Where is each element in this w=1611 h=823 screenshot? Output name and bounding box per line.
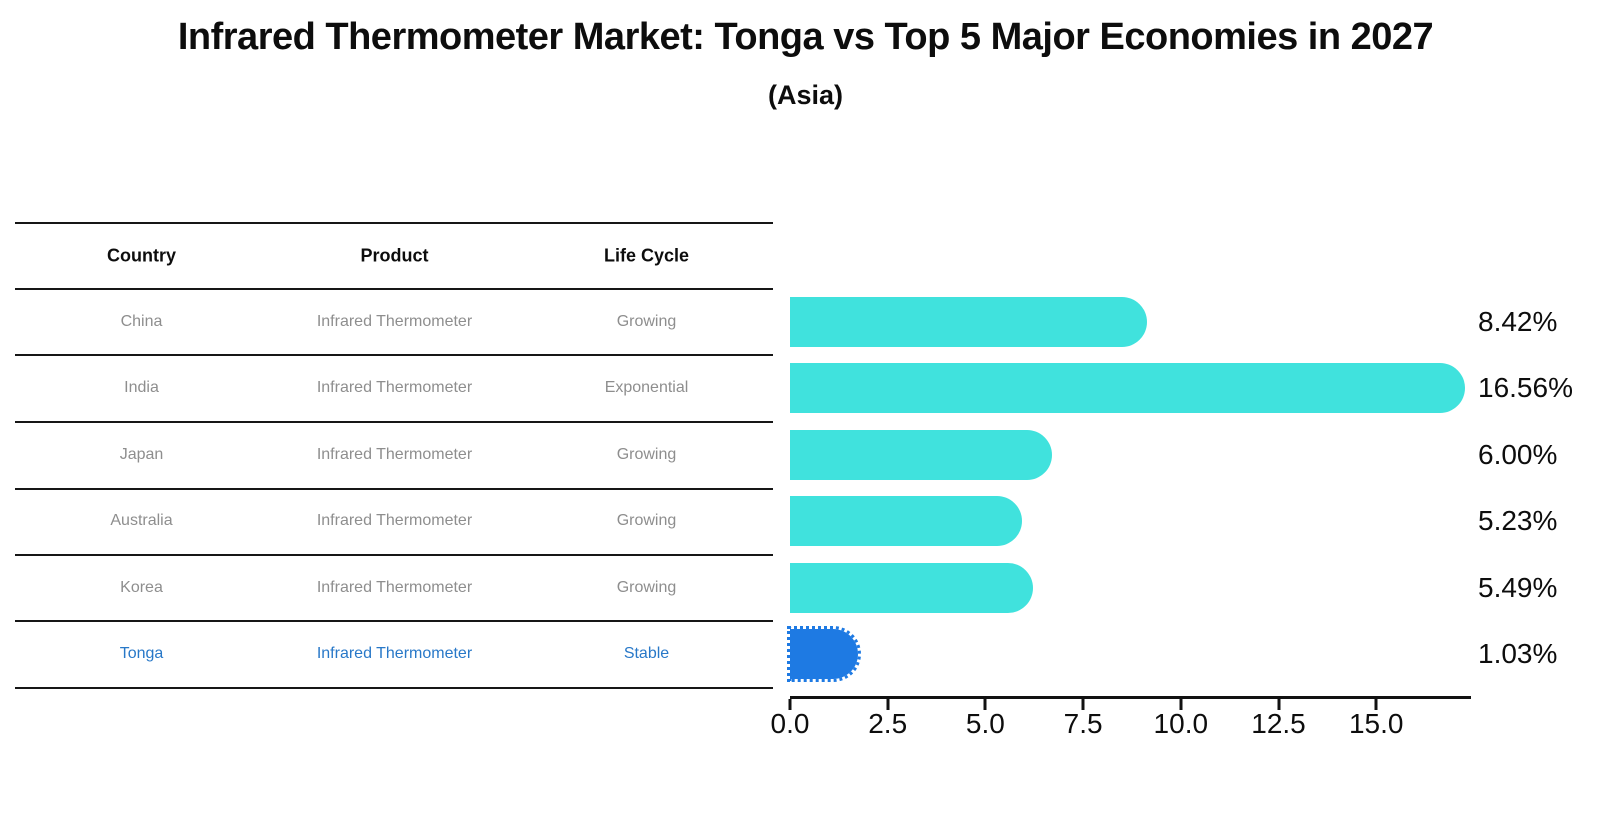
column-header-life-cycle: Life Cycle — [603, 245, 690, 266]
x-axis-line — [790, 696, 1471, 699]
table-cell-product: Infrared Thermometer — [316, 313, 473, 330]
bar-japan — [790, 430, 1053, 480]
column-header-country: Country — [107, 245, 176, 266]
table-cell-life-cycle: Growing — [616, 512, 677, 529]
bar-australia — [790, 496, 1023, 546]
table-cell-country: India — [124, 379, 159, 396]
table-cell-life-cycle: Growing — [616, 579, 677, 596]
value-label-india: 16.56% — [1478, 372, 1573, 403]
table-row-line — [15, 554, 773, 556]
table-cell-country: Japan — [119, 446, 164, 463]
bar-tonga-highlight — [786, 626, 862, 682]
table-cell-product: Infrared Thermometer — [316, 379, 473, 396]
table-header-line — [15, 288, 773, 290]
x-axis-tick — [1081, 699, 1085, 710]
table-cell-product: Infrared Thermometer — [316, 446, 473, 463]
table-top-line — [15, 222, 773, 224]
x-axis-tick-label: 12.5 — [1251, 708, 1306, 739]
value-label-japan: 6.00% — [1478, 439, 1558, 470]
bar-india — [790, 363, 1466, 413]
x-axis-tick-label: 5.0 — [965, 708, 1005, 739]
table-bottom-line — [15, 687, 773, 689]
table-row-line — [15, 488, 773, 490]
x-axis-tick — [788, 699, 792, 710]
value-label-korea: 5.49% — [1478, 572, 1558, 603]
x-axis-tick-label: 10.0 — [1153, 708, 1209, 739]
chart-title: Infrared Thermometer Market: Tonga vs To… — [177, 16, 1434, 58]
table-cell-country-highlight: Tonga — [119, 645, 164, 662]
bar-korea — [790, 563, 1033, 613]
table-row-line — [15, 421, 773, 423]
table-cell-product: Infrared Thermometer — [316, 579, 473, 596]
table-cell-product: Infrared Thermometer — [316, 512, 473, 529]
x-axis-tick — [1374, 699, 1378, 710]
value-label-china: 8.42% — [1478, 306, 1558, 337]
table-row-line — [15, 354, 773, 356]
table-cell-country: Korea — [120, 579, 163, 596]
table-cell-product-highlight: Infrared Thermometer — [316, 645, 473, 662]
table-cell-life-cycle: Growing — [616, 313, 677, 330]
x-axis-tick-label: 15.0 — [1348, 708, 1404, 739]
table-cell-life-cycle: Growing — [616, 446, 677, 463]
value-label-australia: 5.23% — [1478, 505, 1558, 536]
table-cell-life-cycle-highlight: Stable — [623, 645, 670, 662]
table-cell-country: Australia — [110, 512, 173, 529]
x-axis-tick-label: 2.5 — [868, 708, 908, 739]
x-axis-tick — [886, 699, 890, 710]
x-axis-tick — [983, 699, 987, 710]
x-axis-tick — [1277, 699, 1280, 710]
chart-subtitle: (Asia) — [767, 80, 843, 110]
x-axis-tick — [1179, 699, 1183, 710]
value-label-tonga: 1.03% — [1478, 638, 1558, 669]
x-axis-tick-label: 0.0 — [770, 708, 810, 739]
bar-china — [790, 297, 1148, 347]
x-axis-tick-label: 7.5 — [1063, 708, 1103, 739]
column-header-product: Product — [360, 245, 429, 266]
table-row-line — [15, 620, 773, 622]
table-cell-country: China — [120, 313, 163, 330]
table-cell-life-cycle: Exponential — [604, 379, 689, 396]
